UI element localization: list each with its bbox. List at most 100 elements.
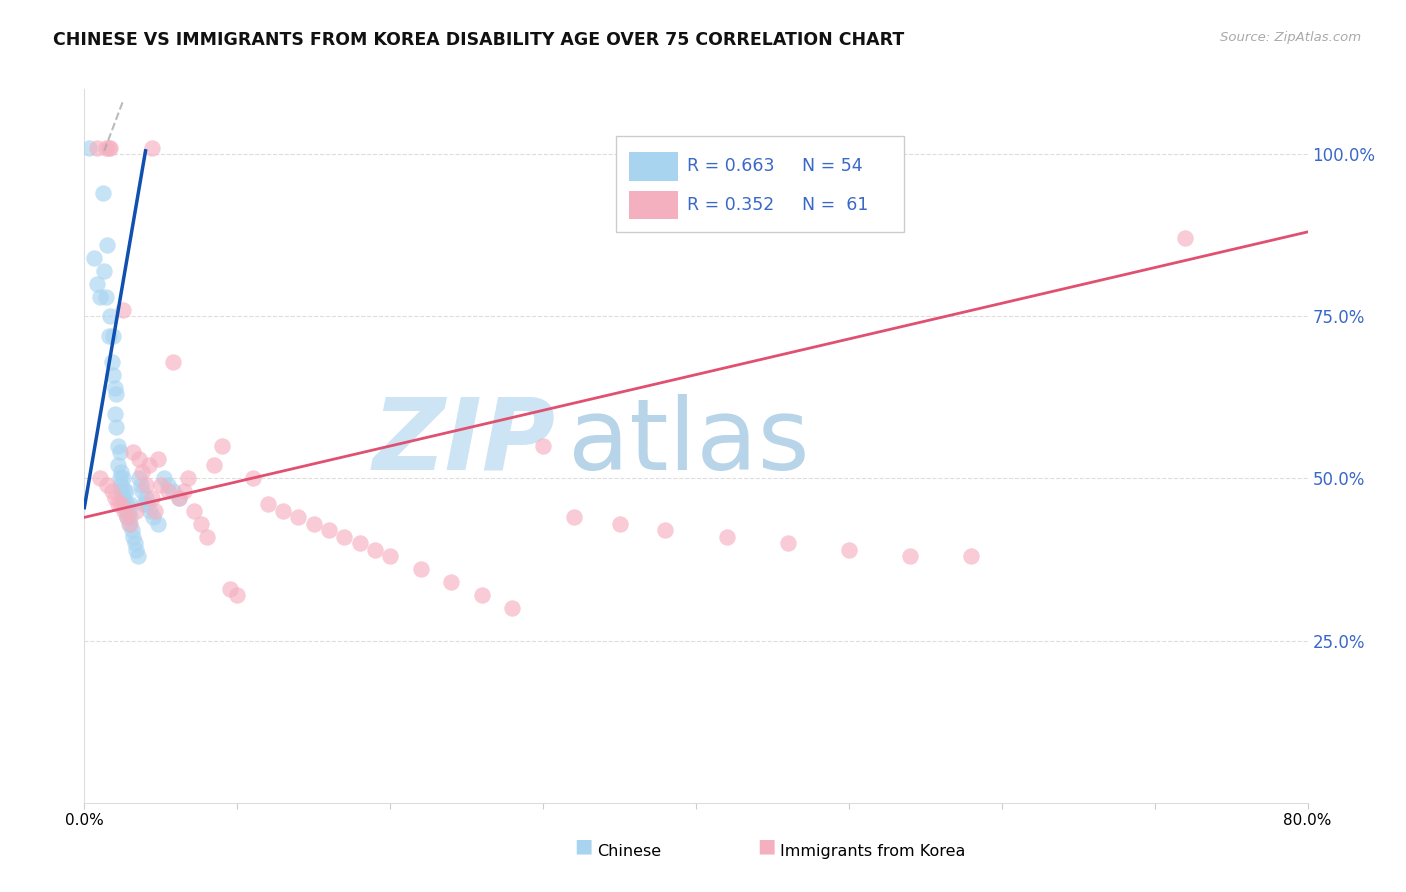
Point bbox=[96, 478, 118, 492]
Point bbox=[112, 504, 135, 518]
Point bbox=[89, 290, 111, 304]
Point bbox=[157, 478, 180, 492]
Point bbox=[149, 478, 172, 492]
Point bbox=[838, 542, 860, 557]
Point bbox=[115, 497, 138, 511]
Point bbox=[333, 530, 356, 544]
Point bbox=[122, 445, 145, 459]
FancyBboxPatch shape bbox=[628, 191, 678, 219]
Point bbox=[112, 484, 135, 499]
Point bbox=[111, 471, 134, 485]
Point bbox=[202, 458, 225, 473]
Point bbox=[135, 491, 157, 505]
Point bbox=[118, 504, 141, 518]
Point bbox=[86, 277, 108, 291]
Point bbox=[114, 504, 136, 518]
Text: Immigrants from Korea: Immigrants from Korea bbox=[780, 845, 966, 859]
Point bbox=[101, 484, 124, 499]
Point bbox=[125, 542, 148, 557]
Text: ■: ■ bbox=[574, 837, 593, 855]
Point bbox=[98, 310, 121, 324]
Text: R = 0.352: R = 0.352 bbox=[688, 196, 775, 214]
Point bbox=[107, 439, 129, 453]
Point bbox=[531, 439, 554, 453]
FancyBboxPatch shape bbox=[616, 136, 904, 232]
Point bbox=[142, 510, 165, 524]
Point bbox=[218, 582, 240, 596]
Point bbox=[257, 497, 280, 511]
Point bbox=[132, 497, 155, 511]
Point bbox=[173, 484, 195, 499]
Point bbox=[97, 328, 120, 343]
Point bbox=[302, 516, 325, 531]
Point bbox=[115, 510, 138, 524]
Text: N = 54: N = 54 bbox=[803, 157, 863, 175]
Point bbox=[146, 516, 169, 531]
Point bbox=[104, 407, 127, 421]
Point bbox=[115, 510, 138, 524]
Point bbox=[138, 458, 160, 473]
Point bbox=[104, 381, 127, 395]
Point bbox=[128, 452, 150, 467]
Point bbox=[141, 140, 163, 154]
Point bbox=[110, 497, 132, 511]
Point bbox=[409, 562, 432, 576]
Point bbox=[131, 465, 153, 479]
Point bbox=[153, 471, 176, 485]
Point bbox=[118, 516, 141, 531]
Text: N =  61: N = 61 bbox=[803, 196, 869, 214]
Point bbox=[104, 491, 127, 505]
Point bbox=[177, 471, 200, 485]
Point bbox=[114, 484, 136, 499]
Point bbox=[136, 497, 159, 511]
Point bbox=[167, 491, 190, 505]
Point bbox=[83, 251, 105, 265]
Point bbox=[112, 497, 135, 511]
Point bbox=[120, 510, 142, 524]
Point bbox=[127, 549, 149, 564]
Point bbox=[271, 504, 294, 518]
Text: R = 0.663: R = 0.663 bbox=[688, 157, 775, 175]
Point bbox=[502, 601, 524, 615]
Point bbox=[143, 504, 166, 518]
Point bbox=[77, 140, 100, 154]
Point bbox=[86, 140, 108, 154]
Text: atlas: atlas bbox=[568, 394, 810, 491]
Text: ■: ■ bbox=[756, 837, 776, 855]
Point bbox=[471, 588, 494, 602]
Text: CHINESE VS IMMIGRANTS FROM KOREA DISABILITY AGE OVER 75 CORRELATION CHART: CHINESE VS IMMIGRANTS FROM KOREA DISABIL… bbox=[53, 31, 904, 49]
FancyBboxPatch shape bbox=[628, 152, 678, 180]
Point bbox=[122, 530, 145, 544]
Point bbox=[94, 140, 117, 154]
Point bbox=[960, 549, 983, 564]
Point bbox=[108, 445, 131, 459]
Point bbox=[105, 387, 128, 401]
Point bbox=[120, 516, 142, 531]
Point bbox=[101, 354, 124, 368]
Point bbox=[654, 524, 676, 538]
Point bbox=[776, 536, 799, 550]
Point bbox=[110, 484, 132, 499]
Point bbox=[125, 504, 148, 518]
Point bbox=[111, 302, 134, 317]
Point bbox=[440, 575, 463, 590]
Point bbox=[1174, 231, 1197, 245]
Point bbox=[898, 549, 921, 564]
Point bbox=[110, 478, 132, 492]
Point bbox=[93, 264, 115, 278]
Point bbox=[380, 549, 402, 564]
Point bbox=[318, 524, 340, 538]
Point bbox=[364, 542, 387, 557]
Point bbox=[128, 471, 150, 485]
Text: Chinese: Chinese bbox=[598, 845, 662, 859]
Point bbox=[124, 536, 146, 550]
Point bbox=[97, 140, 120, 154]
Point bbox=[98, 140, 121, 154]
Point bbox=[131, 484, 153, 499]
Point bbox=[190, 516, 212, 531]
Point bbox=[107, 497, 129, 511]
Text: Source: ZipAtlas.com: Source: ZipAtlas.com bbox=[1220, 31, 1361, 45]
Point bbox=[242, 471, 264, 485]
Point bbox=[157, 484, 180, 499]
Point bbox=[183, 504, 205, 518]
